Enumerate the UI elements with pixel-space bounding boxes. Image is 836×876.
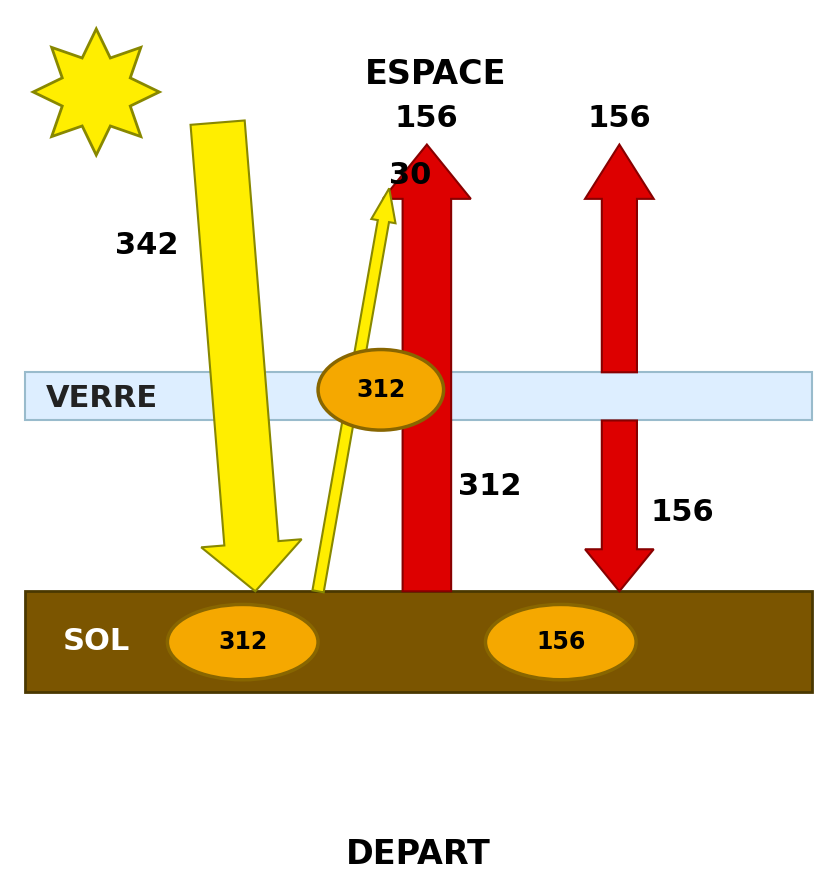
Ellipse shape (318, 350, 443, 430)
Text: SOL: SOL (63, 626, 130, 656)
Ellipse shape (167, 604, 318, 680)
Bar (25, 591, 811, 692)
Text: 156: 156 (587, 103, 650, 133)
Bar (25, 372, 811, 420)
Text: DEPART: DEPART (346, 837, 490, 871)
Polygon shape (191, 121, 301, 591)
Text: 156: 156 (650, 498, 713, 527)
Text: ESPACE: ESPACE (364, 58, 506, 91)
Text: 156: 156 (536, 630, 584, 654)
Polygon shape (312, 188, 395, 592)
Text: 312: 312 (356, 378, 405, 402)
Text: 312: 312 (218, 630, 267, 654)
Polygon shape (584, 420, 653, 591)
Polygon shape (383, 145, 470, 591)
Text: 342: 342 (115, 230, 178, 260)
Polygon shape (33, 29, 159, 155)
Polygon shape (584, 145, 653, 372)
Text: VERRE: VERRE (46, 384, 158, 413)
Text: 312: 312 (457, 471, 521, 501)
Text: 156: 156 (395, 103, 458, 133)
Text: 30: 30 (389, 160, 431, 190)
Ellipse shape (485, 604, 635, 680)
